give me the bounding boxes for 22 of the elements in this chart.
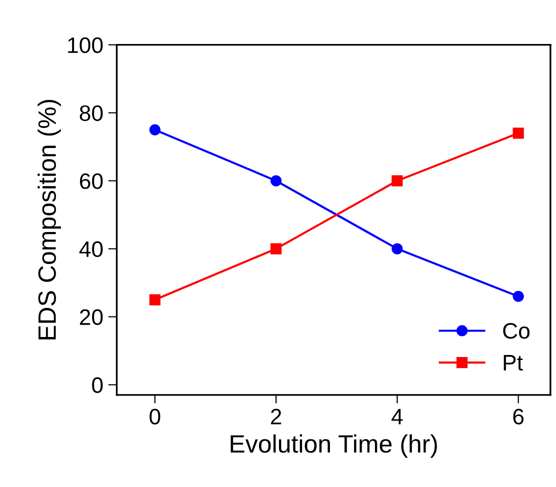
legend-label: Co bbox=[503, 323, 530, 339]
legend-label: Pt bbox=[504, 355, 523, 371]
point bbox=[149, 124, 160, 136]
x-tick-label: 4 bbox=[392, 408, 403, 424]
point bbox=[270, 243, 282, 254]
point bbox=[512, 290, 524, 302]
y-tick-label: 80 bbox=[80, 105, 103, 122]
y-tick-label: 40 bbox=[79, 241, 103, 258]
point bbox=[149, 294, 160, 306]
y-tick-label: 60 bbox=[80, 173, 103, 190]
y-tick-label: 0 bbox=[92, 377, 103, 394]
point bbox=[270, 175, 282, 186]
y-axis-title: EDS Composition (%) bbox=[38, 100, 61, 340]
x-tick-label: 2 bbox=[271, 408, 282, 424]
y-tick-label: 20 bbox=[80, 309, 103, 326]
x-axis-title: Evolution Time (hr) bbox=[230, 434, 437, 458]
x-tick-label: 6 bbox=[513, 408, 524, 424]
point bbox=[512, 128, 524, 139]
x-tick-label: 0 bbox=[150, 408, 160, 424]
y-tick-label: 100 bbox=[68, 37, 103, 54]
point bbox=[392, 175, 403, 186]
point bbox=[392, 243, 403, 254]
